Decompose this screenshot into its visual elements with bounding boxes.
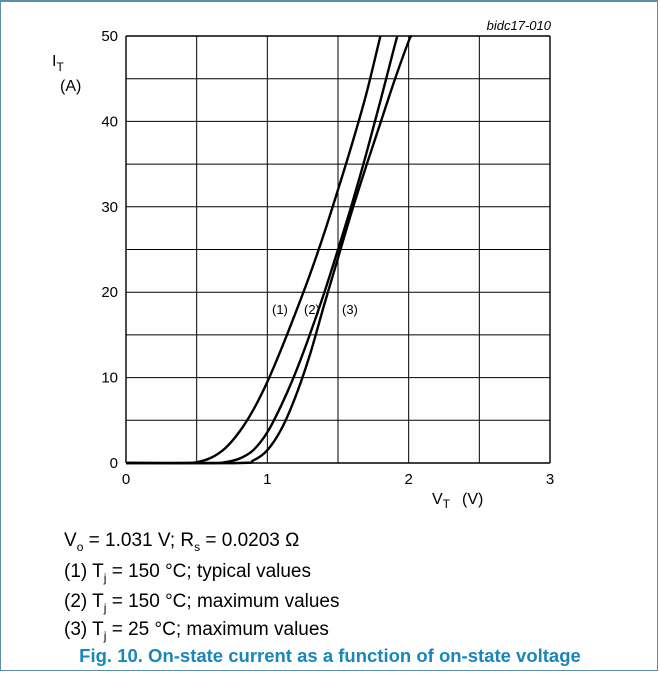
y-axis-label-main: I bbox=[52, 53, 56, 70]
series-line-3 bbox=[125, 34, 413, 465]
series-group bbox=[125, 34, 413, 465]
x-axis-label-sub: T bbox=[443, 497, 451, 511]
y-tick-label: 0 bbox=[110, 455, 118, 472]
vo-value: = 1.031 V; R bbox=[83, 530, 195, 551]
legend-2-text: = 150 °C; maximum values bbox=[106, 591, 340, 612]
x-tick-label: 0 bbox=[122, 471, 130, 488]
vo-symbol: V bbox=[64, 530, 77, 551]
rs-subscript: s bbox=[194, 540, 201, 554]
y-axis-unit: (A) bbox=[60, 78, 81, 95]
legend-1-text: = 150 °C; typical values bbox=[106, 561, 312, 582]
legend-3-sub: j bbox=[103, 629, 107, 643]
x-tick-label: 2 bbox=[404, 471, 412, 488]
legend-3-text: = 25 °C; maximum values bbox=[106, 619, 329, 640]
vo-subscript: o bbox=[76, 540, 84, 554]
curve-label-2: (2) bbox=[304, 302, 320, 317]
x-tick-label: 1 bbox=[263, 471, 271, 488]
legend-note-2: (2) Tj = 150 °C; maximum values bbox=[64, 591, 340, 615]
y-tick-label: 40 bbox=[101, 113, 118, 130]
y-tick-label: 20 bbox=[101, 284, 118, 301]
y-tick-label: 10 bbox=[101, 370, 118, 387]
legend-1-sub: j bbox=[103, 571, 107, 585]
legend-2-sub: j bbox=[103, 601, 107, 615]
legend-note-3: (3) Tj = 25 °C; maximum values bbox=[64, 619, 329, 643]
y-tick-label: 30 bbox=[101, 199, 118, 216]
x-axis-label-main: V bbox=[432, 491, 443, 508]
params-note: Vo = 1.031 V; Rs = 0.0203 Ω bbox=[64, 530, 300, 554]
chart-id: bidc17-010 bbox=[487, 18, 552, 33]
y-axis-label: IT bbox=[52, 53, 64, 74]
x-axis-label: VT (V) bbox=[432, 491, 483, 511]
legend-3-num: (3) T bbox=[64, 619, 104, 640]
y-tick-label: 50 bbox=[101, 28, 118, 45]
x-axis-label-unit: (V) bbox=[462, 491, 483, 508]
x-tick-label: 3 bbox=[546, 471, 554, 488]
curve-label-3: (3) bbox=[342, 302, 358, 317]
curve-label-1: (1) bbox=[272, 302, 288, 317]
legend-2-num: (2) T bbox=[64, 591, 104, 612]
series-line-2 bbox=[125, 35, 399, 465]
figure-caption: Fig. 10. On-state current as a function … bbox=[79, 645, 581, 666]
legend-note-1: (1) Tj = 150 °C; typical values bbox=[64, 561, 312, 585]
y-axis-label-sub: T bbox=[56, 60, 64, 74]
series-line-1 bbox=[125, 35, 382, 465]
legend-1-num: (1) T bbox=[64, 561, 104, 582]
rs-value: = 0.0203 Ω bbox=[200, 530, 300, 551]
